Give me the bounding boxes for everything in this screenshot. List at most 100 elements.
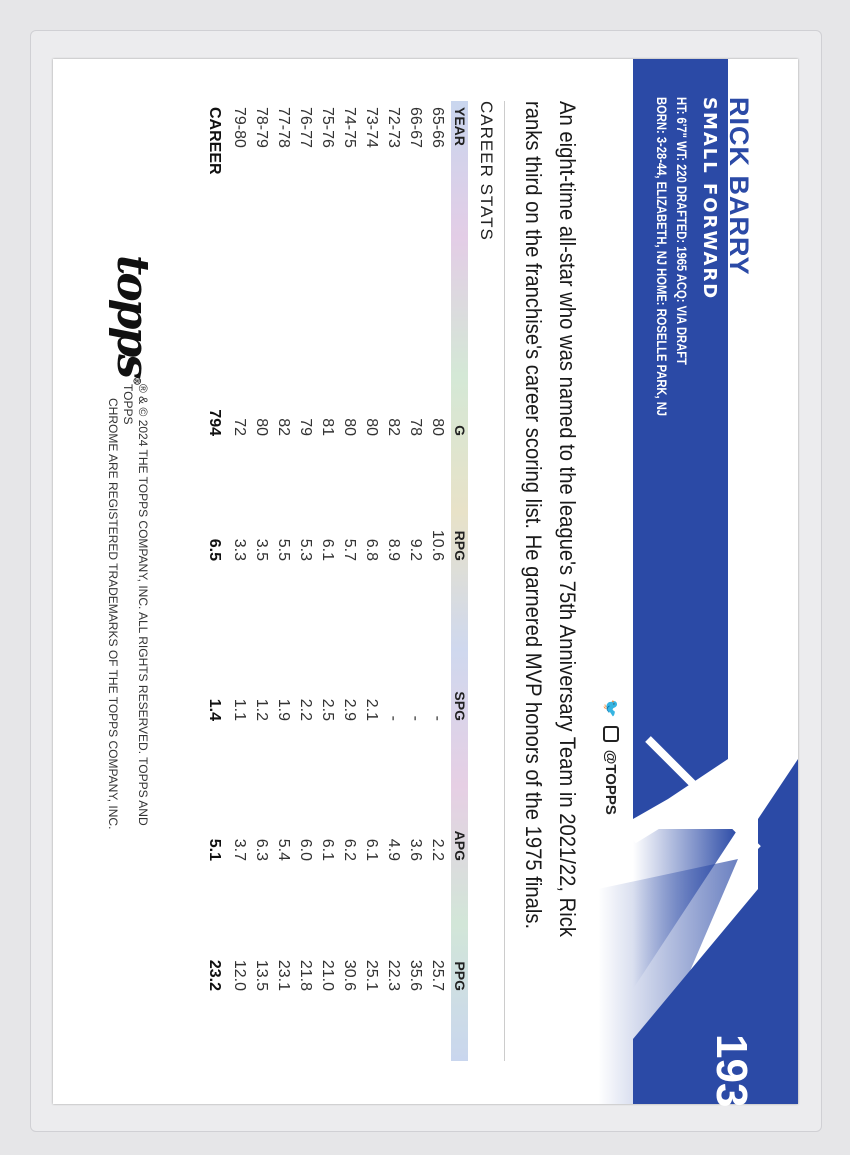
cell-year: 78-79: [253, 107, 270, 148]
cell-spg: 1.1: [231, 698, 248, 721]
cell-apg: 6.3: [253, 838, 270, 861]
cell-rpg: 3.5: [253, 538, 270, 561]
header-apg: APG: [452, 830, 468, 861]
cell-games: 78: [407, 418, 424, 436]
cell-rpg: 5.3: [297, 538, 314, 561]
cell-spg: 2.9: [341, 698, 358, 721]
cell-games: 82: [385, 418, 402, 436]
stats-header-row: YEAR G RPG SPG APG PPG: [451, 101, 468, 1061]
cell-games: 794: [206, 409, 223, 436]
cell-spg: -: [385, 715, 402, 721]
legal-text: ® & © 2024 THE TOPPS COMPANY, INC. ALL R…: [105, 384, 150, 844]
stats-row: 79-80 72 3.3 1.1 3.7 12.0: [226, 101, 248, 1061]
stats-row: 72-73 82 8.9 - 4.9 22.3: [380, 101, 402, 1061]
stats-row: 65-66 80 10.6 - 2.2 25.7: [424, 101, 446, 1061]
cell-apg: 2.2: [429, 838, 446, 861]
cell-rpg: 8.9: [385, 538, 402, 561]
divider: [504, 101, 505, 1061]
stats-row: 73-74 80 6.8 2.1 6.1 25.1: [358, 101, 380, 1061]
trading-card-back: RICK BARRY SMALL FORWARD HT: 6'7" WT: 22…: [53, 59, 798, 1108]
header-year: YEAR: [452, 107, 468, 146]
player-position: SMALL FORWARD: [699, 97, 720, 301]
player-info-line-1: HT: 6'7" WT: 220 DRAFTED: 1965 ACQ: VIA …: [674, 97, 690, 365]
cell-year: 79-80: [231, 107, 248, 148]
cell-spg: 2.2: [297, 698, 314, 721]
cell-rpg: 9.2: [407, 538, 424, 561]
stats-row: 77-78 82 5.5 1.9 5.4 23.1: [270, 101, 292, 1061]
header-ppg: PPG: [452, 961, 468, 991]
career-row: CAREER 794 6.5 1.4 5.1 23.2: [201, 101, 223, 1061]
cell-year: 72-73: [385, 107, 402, 148]
cell-ppg: 30.6: [341, 959, 358, 991]
cell-spg: 2.5: [319, 698, 336, 721]
cell-rpg: 10.6: [429, 529, 446, 561]
topps-logo: topps®: [107, 255, 158, 383]
stats-row: 76-77 79 5.3 2.2 6.0 21.8: [292, 101, 314, 1061]
cell-ppg: 23.1: [275, 959, 292, 991]
social-handle: @TOPPS: [602, 749, 620, 815]
cell-games: 82: [275, 418, 292, 436]
stats-row: 74-75 80 5.7 2.9 6.2 30.6: [336, 101, 358, 1061]
cell-apg: 6.1: [363, 838, 380, 861]
legal-line-2: CHROME ARE REGISTERED TRADEMARKS OF THE …: [106, 398, 120, 830]
cell-spg: 2.1: [363, 698, 380, 721]
cell-apg: 3.7: [231, 838, 248, 861]
cell-year: 75-76: [319, 107, 336, 148]
cell-spg: 1.4: [206, 698, 223, 721]
cell-games: 72: [231, 418, 248, 436]
cell-apg: 6.0: [297, 838, 314, 861]
cell-games: 80: [341, 418, 358, 436]
cell-spg: -: [407, 715, 424, 721]
cell-year: 65-66: [429, 107, 446, 148]
header-rpg: RPG: [452, 530, 468, 561]
cell-spg: 1.9: [275, 698, 292, 721]
cell-apg: 3.6: [407, 838, 424, 861]
player-info-line-2: BORN: 3-28-44, ELIZABETH, NJ HOME: ROSEL…: [654, 97, 670, 417]
social-links: 🐦 @TOPPS: [602, 699, 620, 815]
cell-apg: 6.1: [319, 838, 336, 861]
cell-spg: 1.2: [253, 698, 270, 721]
instagram-icon: [603, 725, 619, 742]
blue-header-graphic: [598, 59, 798, 1104]
header-g: G: [452, 425, 468, 436]
cell-rpg: 6.1: [319, 538, 336, 561]
cell-rpg: 5.7: [341, 538, 358, 561]
cell-ppg: 25.1: [363, 959, 380, 991]
cell-year: 74-75: [341, 107, 358, 148]
header-spg: SPG: [452, 691, 468, 721]
card-number: 193: [707, 1034, 756, 1108]
cell-year: 77-78: [275, 107, 292, 148]
cell-apg: 4.9: [385, 838, 402, 861]
player-bio: An eight-time all-star who was named to …: [521, 101, 580, 938]
cell-games: 80: [429, 418, 446, 436]
cell-year: 73-74: [363, 107, 380, 148]
cell-year: 76-77: [297, 107, 314, 148]
cell-apg: 5.4: [275, 838, 292, 861]
cell-games: 80: [253, 418, 270, 436]
stats-row: 75-76 81 6.1 2.5 6.1 21.0: [314, 101, 336, 1061]
cell-ppg: 35.6: [407, 959, 424, 991]
cell-spg: -: [429, 715, 446, 721]
cell-ppg: 23.2: [206, 959, 223, 991]
cell-ppg: 21.0: [319, 959, 336, 991]
cell-year: 66-67: [407, 107, 424, 148]
cell-apg: 6.2: [341, 838, 358, 861]
cell-games: 80: [363, 418, 380, 436]
cell-ppg: 21.8: [297, 959, 314, 991]
cell-ppg: 22.3: [385, 959, 402, 991]
stats-row: 78-79 80 3.5 1.2 6.3 13.5: [248, 101, 270, 1061]
career-stats-title: CAREER STATS: [477, 101, 496, 241]
cell-year: CAREER: [206, 107, 223, 175]
cell-ppg: 12.0: [231, 959, 248, 991]
twitter-icon: 🐦: [602, 699, 619, 718]
cell-games: 79: [297, 418, 314, 436]
cell-ppg: 13.5: [253, 959, 270, 991]
cell-rpg: 6.5: [206, 538, 223, 561]
cell-rpg: 6.8: [363, 538, 380, 561]
cell-rpg: 5.5: [275, 538, 292, 561]
stats-row: 66-67 78 9.2 - 3.6 35.6: [402, 101, 424, 1061]
cell-games: 81: [319, 418, 336, 436]
cell-ppg: 25.7: [429, 959, 446, 991]
legal-line-1: ® & © 2024 THE TOPPS COMPANY, INC. ALL R…: [121, 384, 150, 826]
player-name: RICK BARRY: [724, 97, 754, 276]
